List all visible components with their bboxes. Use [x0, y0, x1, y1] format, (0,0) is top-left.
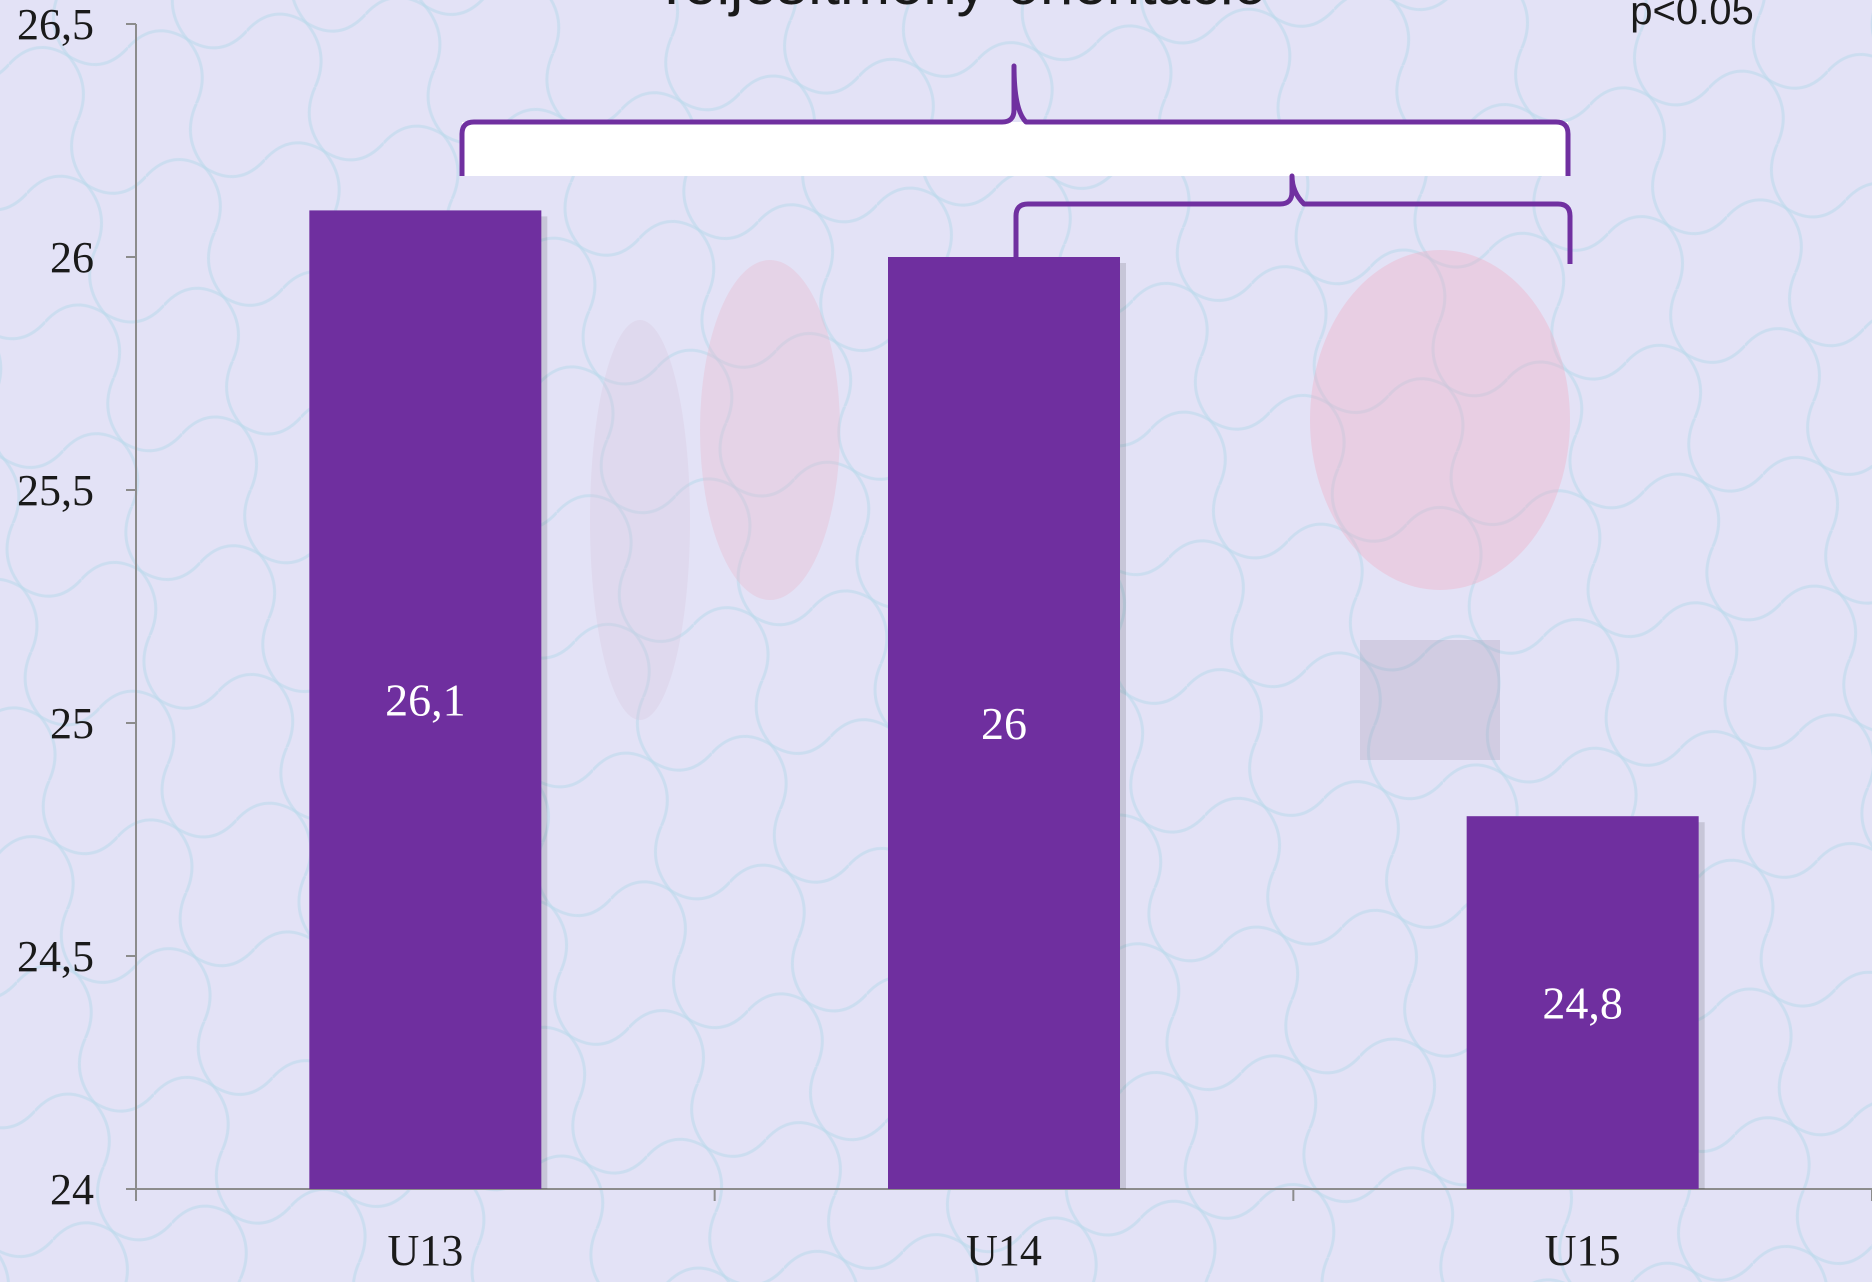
x-category-label: U13 — [387, 1226, 463, 1275]
y-tick-label: 26 — [50, 233, 94, 282]
bracket-highlight — [462, 122, 1568, 176]
y-tick-label: 25 — [50, 699, 94, 748]
bar-u13 — [309, 210, 542, 1189]
bracket-u13-u15 — [459, 63, 1571, 176]
blurred-player-figure — [1360, 640, 1500, 760]
y-tick-label: 24,5 — [17, 932, 94, 981]
bar-value-label: 24,8 — [1542, 978, 1623, 1029]
y-tick-label: 25,5 — [17, 466, 94, 515]
significance-brackets — [459, 63, 1573, 264]
bracket-u14-u15 — [1013, 173, 1573, 264]
y-tick-label: 26,5 — [17, 0, 94, 49]
x-category-label: U15 — [1545, 1226, 1621, 1275]
bar-value-label: 26 — [981, 698, 1027, 749]
blurred-player-figure — [1310, 250, 1570, 590]
significance-label: p<0.05 — [1630, 0, 1753, 33]
chart-title: Teljesítmény-orientáció — [653, 0, 1267, 17]
blurred-player-figure — [590, 320, 690, 720]
bars: 26,1 26 24,8 — [309, 210, 1705, 1189]
chart-text: Teljesítmény-orientáció p<0.05 — [653, 0, 1754, 33]
bar-u15 — [1466, 816, 1699, 1189]
bar-u14 — [888, 257, 1120, 1189]
axes: 24 24,5 25 25,5 26 26,5 U13 U14 U15 — [17, 0, 1872, 1275]
x-category-label: U14 — [966, 1226, 1042, 1275]
bar-value-label: 26,1 — [385, 675, 466, 726]
y-tick-label: 24 — [50, 1165, 94, 1214]
blurred-player-figure — [700, 260, 840, 600]
